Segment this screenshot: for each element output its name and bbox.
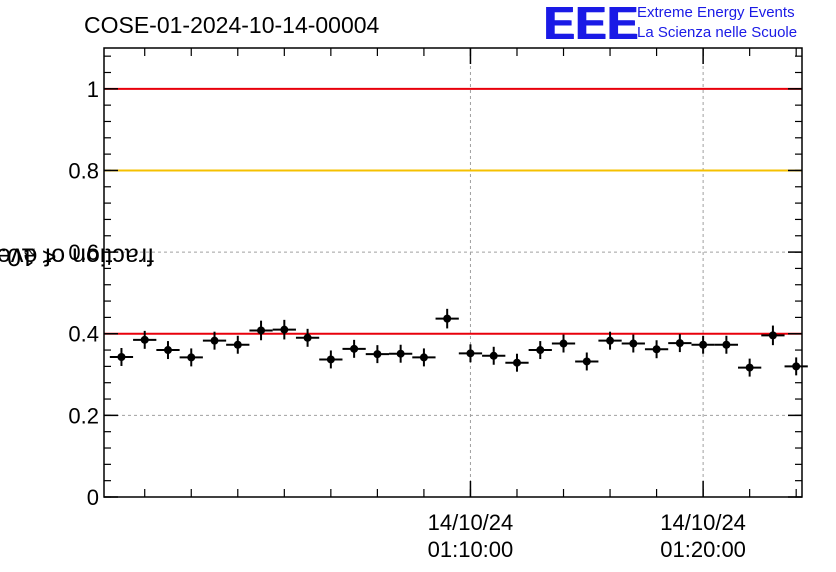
point-marker bbox=[419, 353, 428, 362]
point-marker bbox=[257, 326, 266, 335]
point-marker bbox=[443, 314, 452, 323]
data-point bbox=[435, 308, 459, 329]
data-point bbox=[575, 352, 599, 371]
data-point bbox=[551, 334, 576, 353]
point-marker bbox=[303, 333, 312, 342]
y-tick-label: 0.2 bbox=[68, 403, 99, 428]
y-axis-label-suffix: < 10.0 bbox=[0, 242, 57, 271]
point-marker bbox=[722, 340, 731, 349]
point-marker bbox=[699, 340, 708, 349]
data-point bbox=[342, 339, 366, 358]
data-point bbox=[528, 341, 552, 360]
data-point bbox=[179, 348, 203, 367]
point-marker bbox=[210, 336, 219, 345]
data-point bbox=[226, 335, 250, 354]
org-name-line2: La Scienza nelle Scuole bbox=[637, 24, 798, 41]
data-point bbox=[458, 344, 483, 363]
point-marker bbox=[652, 345, 661, 354]
x-tick-label-date: 14/10/24 bbox=[428, 510, 514, 535]
data-point bbox=[668, 334, 692, 353]
y-tick-label: 0.6 bbox=[68, 240, 99, 265]
data-point bbox=[505, 353, 529, 372]
data-point bbox=[412, 348, 436, 367]
point-marker bbox=[768, 331, 777, 340]
eee-logo: EEE bbox=[544, 0, 640, 49]
point-marker bbox=[582, 357, 591, 366]
point-marker bbox=[280, 325, 289, 334]
data-point bbox=[109, 348, 134, 366]
point-marker bbox=[629, 339, 638, 348]
point-marker bbox=[187, 353, 196, 362]
y-tick-label: 0.8 bbox=[68, 158, 99, 183]
axis-ticks bbox=[104, 48, 802, 498]
point-marker bbox=[140, 335, 149, 344]
x-tick-label-date: 14/10/24 bbox=[660, 510, 746, 535]
tick-labels: 00.20.40.60.8114/10/2401:10:0014/10/2401… bbox=[68, 77, 746, 562]
point-marker bbox=[675, 339, 684, 348]
data-point bbox=[621, 334, 645, 353]
x-tick-label-time: 01:10:00 bbox=[428, 537, 514, 562]
point-marker bbox=[233, 340, 242, 349]
data-point bbox=[133, 330, 157, 349]
point-marker bbox=[536, 346, 545, 355]
point-marker bbox=[350, 344, 359, 353]
point-marker bbox=[745, 363, 754, 372]
data-point bbox=[691, 335, 715, 354]
point-marker bbox=[489, 351, 498, 360]
data-point bbox=[761, 325, 785, 346]
reference-lines bbox=[104, 87, 802, 335]
x-tick-label-time: 01:20:00 bbox=[660, 537, 746, 562]
point-marker bbox=[466, 349, 475, 358]
point-marker bbox=[117, 352, 126, 361]
data-point bbox=[714, 335, 739, 354]
data-point bbox=[156, 341, 180, 360]
y-tick-label: 1 bbox=[87, 77, 99, 102]
point-marker bbox=[512, 358, 521, 367]
chart-title: COSE-01-2024-10-14-00004 bbox=[84, 12, 380, 38]
point-marker bbox=[373, 350, 382, 359]
data-point bbox=[389, 344, 413, 363]
point-marker bbox=[606, 336, 615, 345]
point-marker bbox=[163, 346, 172, 355]
org-name-line1: Extreme Energy Events bbox=[637, 4, 795, 21]
data-point bbox=[295, 328, 320, 347]
data-point bbox=[365, 345, 390, 364]
data-points bbox=[109, 308, 808, 377]
y-tick-label: 0 bbox=[87, 485, 99, 510]
data-point bbox=[644, 340, 669, 359]
point-marker bbox=[396, 349, 405, 358]
grid-layer bbox=[104, 48, 802, 497]
point-marker bbox=[559, 339, 568, 348]
data-point bbox=[598, 331, 622, 350]
y-tick-label: 0.4 bbox=[68, 322, 99, 347]
data-point bbox=[482, 346, 506, 365]
data-point bbox=[202, 331, 227, 350]
point-marker bbox=[326, 355, 335, 364]
data-point bbox=[319, 350, 343, 369]
data-point bbox=[249, 320, 273, 341]
plot-frame bbox=[103, 47, 803, 498]
data-point bbox=[272, 319, 296, 340]
data-point bbox=[738, 358, 762, 377]
